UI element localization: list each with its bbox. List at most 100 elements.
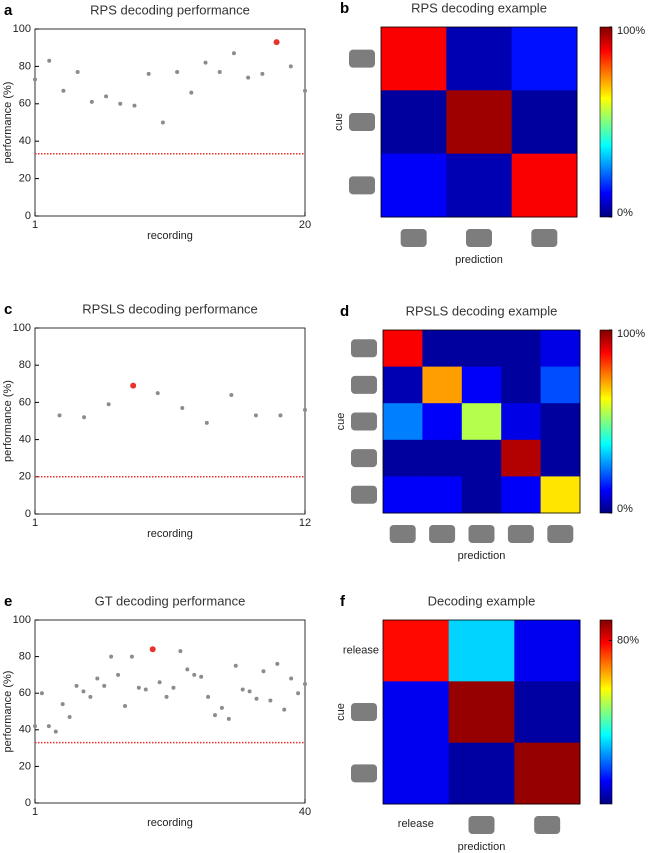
data-point [296,691,301,696]
panel-letter: d [340,303,349,320]
y-axis-label: performance (%) [2,82,14,164]
y-tick-label: 40 [19,434,31,446]
x-tick-label: 12 [299,517,311,529]
category-icon [349,113,375,131]
data-point [74,683,79,688]
data-point [278,413,283,418]
x-axis-label: prediction [458,841,506,853]
colorbar [599,329,613,514]
heatmap-cell [383,681,450,744]
plot-frame [34,327,306,515]
heatmap-cell [501,366,542,404]
category-icon [429,525,456,543]
heatmap-cell [446,153,513,218]
x-axis-label: prediction [458,550,506,562]
data-point [160,120,165,125]
heatmap-cell [511,153,578,218]
heatmap-cell [461,403,502,441]
category-icon [389,525,416,543]
data-point [47,58,52,63]
category-icon [468,525,495,543]
data-point [53,729,58,734]
chart-title: RPS decoding example [411,0,547,15]
heatmap-cell [511,27,578,91]
heatmap-frame [380,26,578,218]
y-tick-label: 40 [19,135,31,147]
heatmap-frame [382,619,581,805]
category-icon [351,412,377,431]
heatmap-cell [514,742,581,805]
data-point [303,407,307,412]
data-point [33,77,37,82]
data-point [240,687,245,692]
heatmap-cell [501,330,542,368]
data-point [88,694,93,699]
heatmap-cell [448,742,515,805]
heatmap-cell [422,330,463,368]
data-point [233,663,238,668]
panel-letter: a [4,2,13,19]
y-tick-label: 0 [25,797,31,809]
category-icon [466,229,492,247]
category-icon [349,176,375,195]
y-tick-label: 60 [19,98,31,110]
heatmap-cell [540,403,581,441]
x-tick-label: 1 [32,806,38,818]
data-point [102,683,107,688]
y-tick-label: 0 [25,508,31,520]
data-point [192,672,197,677]
colorbar-tick-label: 0% [617,503,633,515]
chart-title: RPS decoding performance [90,2,250,17]
data-point [226,716,231,721]
data-point [123,704,127,709]
data-point [95,676,100,681]
data-point [185,667,190,672]
y-tick-label: 80 [19,60,31,72]
data-point [136,685,141,690]
data-point [129,654,134,659]
panel-letter: b [340,0,349,17]
data-point [273,39,280,46]
category-icon [351,764,377,783]
y-axis-label: cue [333,113,345,131]
data-point [178,649,183,654]
data-point [116,672,121,677]
data-point [253,413,258,418]
data-point [254,696,259,701]
data-point [118,101,123,106]
data-point [288,64,293,69]
data-point [143,687,148,692]
heatmap-frame [382,329,581,514]
y-tick-label: 20 [19,173,31,185]
data-point [213,713,217,718]
plot-frame [34,619,306,804]
data-point [81,689,86,694]
chart-title: Decoding example [428,593,536,608]
data-point [89,99,94,104]
y-tick-label: 20 [19,471,31,483]
y-axis-label: performance (%) [2,380,14,462]
category-icon [534,816,561,834]
heatmap-cell [501,403,542,441]
y-tick-label: 100 [13,322,31,334]
heatmap-cell [383,330,423,368]
data-point [268,698,273,703]
heatmap-cell [446,90,513,155]
y-tick-label: 80 [19,359,31,371]
data-point [189,90,194,95]
category-icon [351,375,377,394]
data-point [57,413,62,418]
data-point [282,707,287,712]
y-tick-label: 0 [25,210,31,222]
heatmap-cell [446,27,513,91]
data-point [155,391,160,396]
y-axis-label: performance (%) [2,671,14,753]
y-tick-label: 100 [13,23,31,35]
category-icon [351,485,377,504]
data-point [229,392,234,397]
heatmap-cell [381,27,447,91]
y-axis-label: cue [335,413,347,431]
category-icon [547,525,574,543]
data-point [217,70,222,75]
heatmap-cell [383,742,450,805]
